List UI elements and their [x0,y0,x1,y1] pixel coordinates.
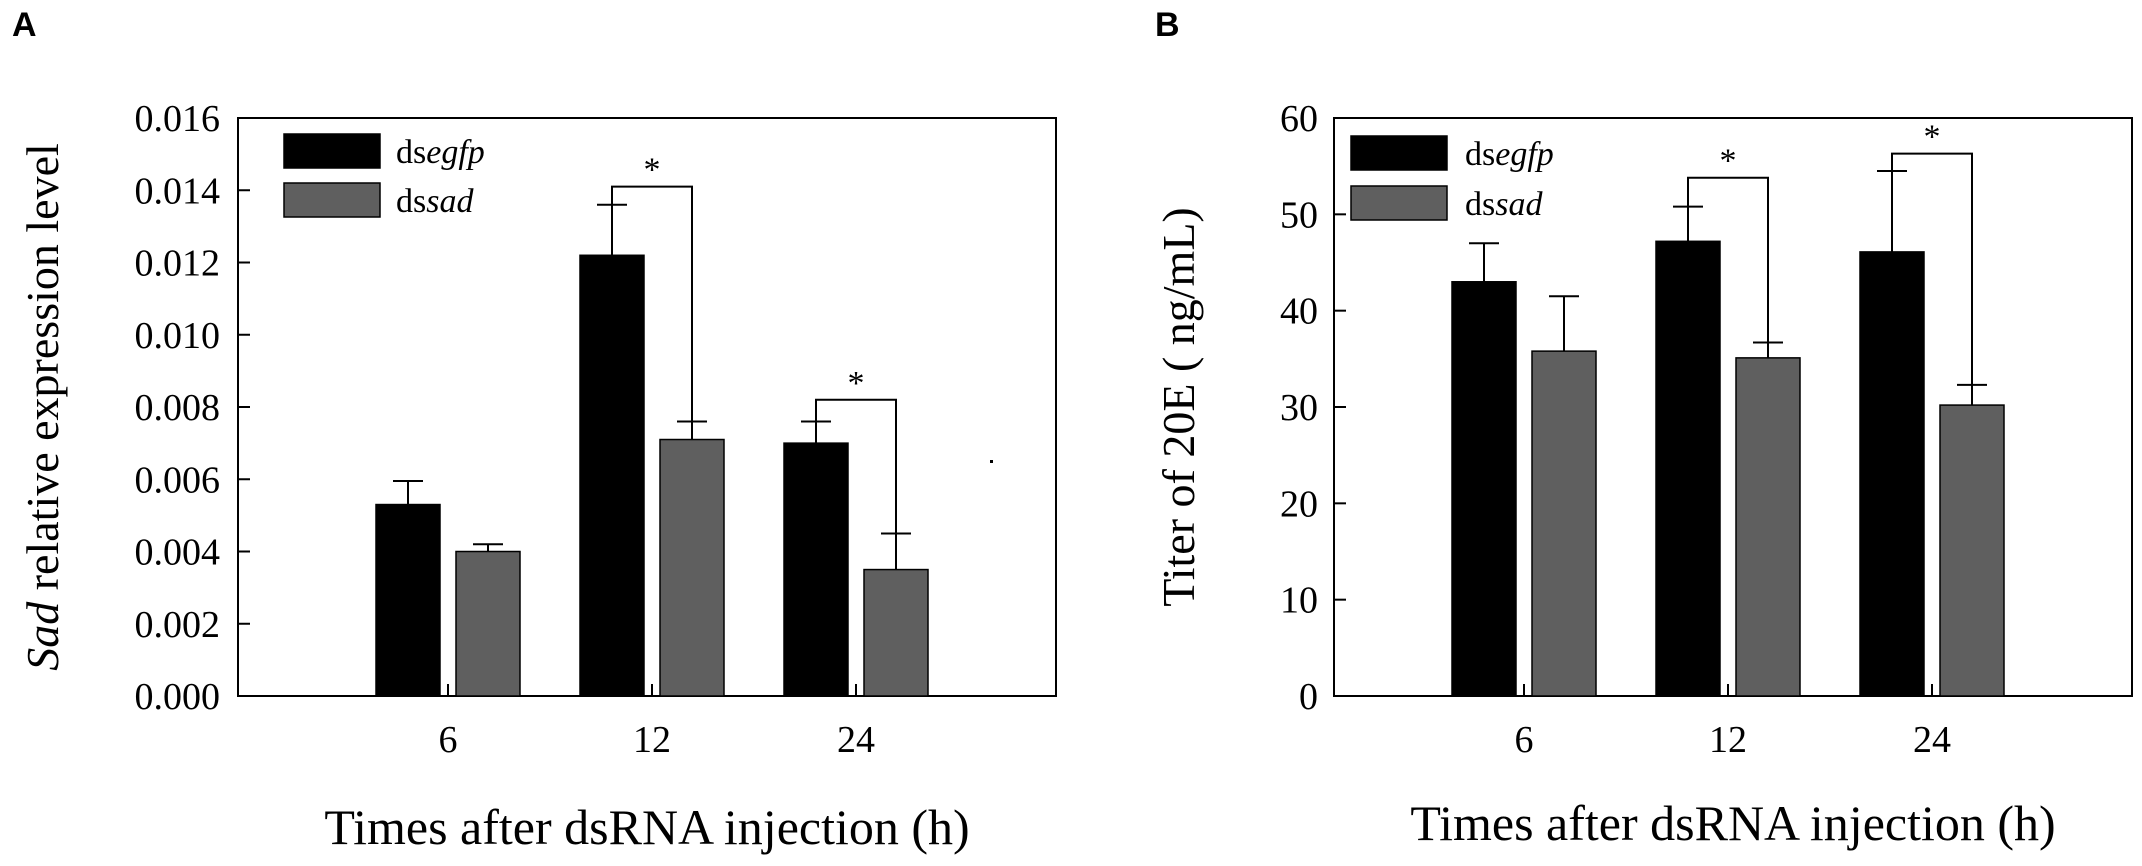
panel-a-y-axis: 0.000 0.002 0.004 0.006 0.008 0.010 0.012 0.014… [135,98,250,718]
legend-label-dssad: dssad [396,183,474,220]
bar-dsegfp-6 [1451,281,1517,697]
panel-a-y-axis-title: Sad relative expression level [17,143,68,671]
panel-a-bars [375,254,929,697]
bar-dsegfp-12 [1655,240,1721,697]
y-tick-label: 0.012 [135,243,221,285]
panel-a-significance: ** [611,152,897,534]
bar-dssad-12 [659,438,725,697]
significance-star-24: * [848,365,865,402]
x-tick-label: 12 [1709,719,1747,761]
panel-b-x-axis: 6 12 24 [1515,684,1951,761]
panel-a-legend: dsegfp dssad [283,133,485,220]
bar-dssad-24 [1939,404,2005,697]
stray-dot [990,460,993,463]
y-tick-label: 0.000 [135,676,221,718]
panel-b-label: B [1155,6,1180,44]
panel-b-significance: ** [1687,119,1973,385]
x-tick-label: 24 [1913,719,1951,761]
x-tick-label: 6 [439,719,458,761]
y-tick-label: 10 [1280,580,1318,622]
significance-bracket-24 [815,398,897,534]
legend-swatch-dssad [283,182,381,218]
y-tick-label: 0.002 [135,604,221,646]
bar-dsegfp-12 [579,254,645,697]
significance-bracket-24 [1891,152,1973,385]
bar-dsegfp-24 [783,442,849,697]
significance-star-12: * [1720,143,1737,180]
y-tick-label: 0.008 [135,387,221,429]
significance-star-24: * [1924,119,1941,156]
legend-swatch-dsegfp [283,133,381,169]
y-tick-label: 40 [1280,291,1318,333]
panel-b-y-axis-title: Titer of 20E ( ng/mL) [1153,207,1204,607]
legend-swatch-dssad [1350,185,1448,221]
legend-swatch-dsegfp [1350,135,1448,171]
panel-a: A 0.0000.0020.0040.0060.0080.0100.0120.0… [12,6,1057,855]
y-tick-label: 0.014 [135,170,221,212]
y-tick-label: 50 [1280,194,1318,236]
significance-bracket-12 [1687,176,1769,343]
x-tick-label: 6 [1515,719,1534,761]
panel-b-y-axis: 0 10 20 30 40 50 60 [1280,98,1346,718]
panel-a-x-axis-title: Times after dsRNA injection (h) [324,799,969,855]
bar-dsegfp-24 [1859,251,1925,697]
panel-b-x-axis-title: Times after dsRNA injection (h) [1410,795,2055,851]
y-tick-label: 30 [1280,387,1318,429]
y-tick-label: 0.004 [135,532,221,574]
bar-dsegfp-6 [375,503,441,697]
panel-a-label: A [12,6,37,44]
panel-b-bars [1451,240,2005,697]
bar-dssad-12 [1735,357,1801,697]
y-tick-label: 20 [1280,483,1318,525]
panel-b-legend: dsegfp dssad [1350,135,1554,223]
bar-dssad-6 [1531,350,1597,697]
y-tick-label: 0.016 [135,98,221,140]
y-tick-label: 60 [1280,98,1318,140]
y-tick-label: 0.006 [135,459,221,501]
significance-bracket-12 [611,185,693,422]
legend-label-dsegfp: dsegfp [396,134,485,171]
panel-a-x-axis: 6 12 24 [439,684,875,761]
y-tick-label: 0.010 [135,315,221,357]
legend-label-dsegfp: dsegfp [1465,136,1554,173]
legend-label-dssad: dssad [1465,186,1543,223]
bar-dssad-24 [863,568,929,697]
x-tick-label: 12 [633,719,671,761]
bar-dssad-6 [455,550,521,697]
significance-star-12: * [644,152,661,189]
x-tick-label: 24 [837,719,875,761]
y-tick-label: 0 [1299,676,1318,718]
